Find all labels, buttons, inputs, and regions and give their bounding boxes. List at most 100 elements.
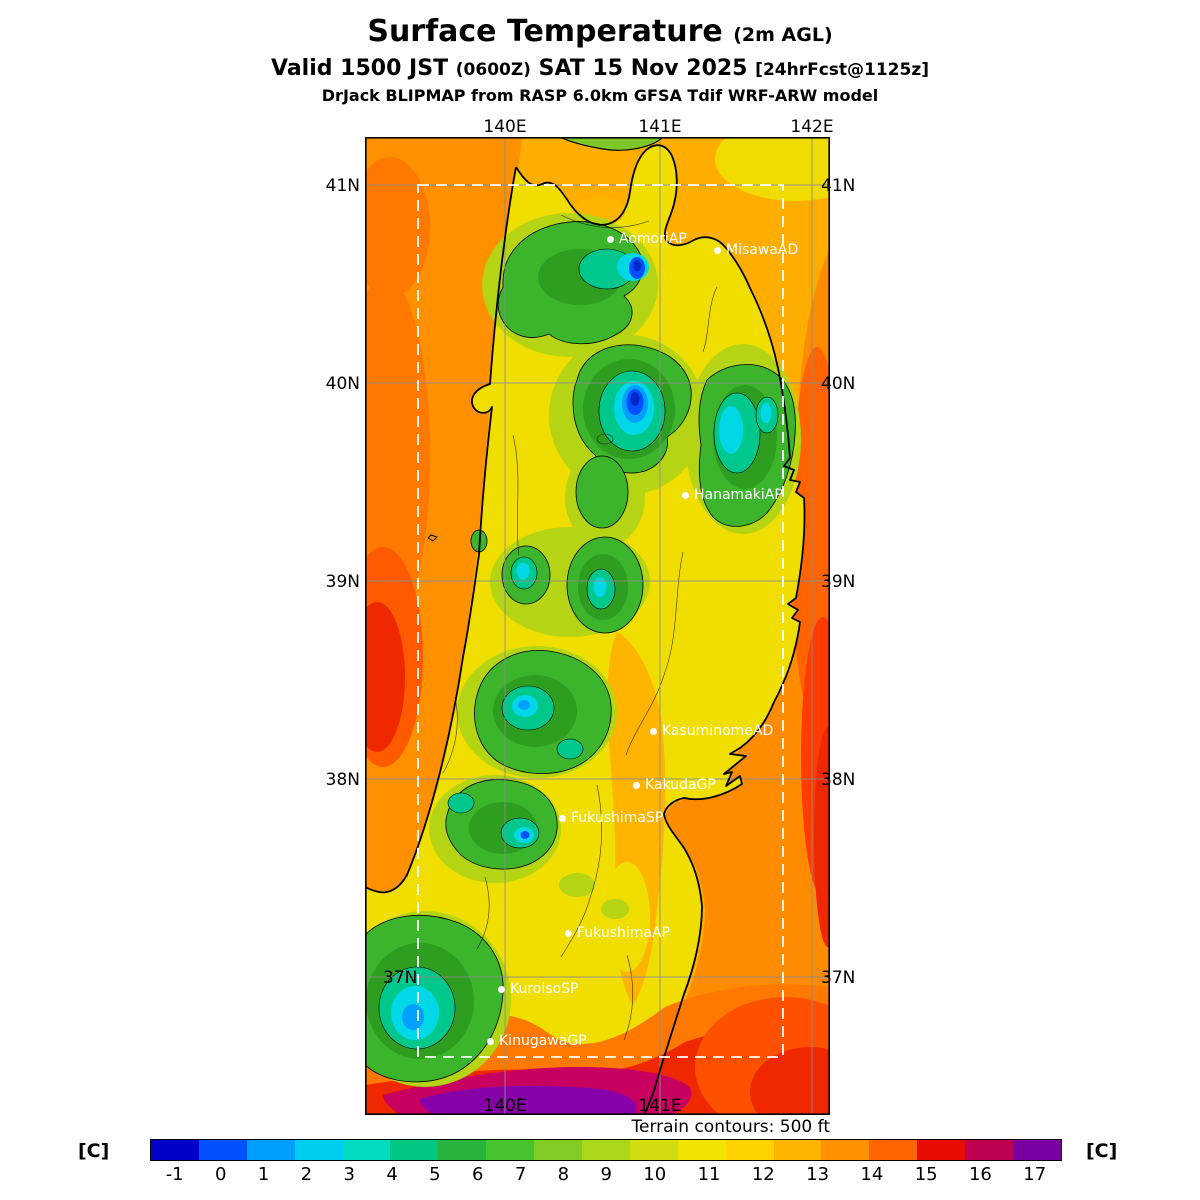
lat-label-right-37n: 37N: [821, 968, 856, 988]
lat-label-right-38n: 38N: [821, 770, 856, 790]
lat-label-left-40n: 40N: [325, 374, 360, 394]
station-marker: KuroisoSP: [498, 981, 578, 997]
station-dot-icon: [650, 727, 657, 735]
coastline: [365, 144, 806, 1115]
sea-west: [365, 137, 523, 893]
lat-label-right-39n: 39N: [821, 572, 856, 592]
colorbar-segment: [294, 1140, 343, 1160]
colorbar-tick-label: 2: [300, 1164, 313, 1185]
colorbar-segment: [821, 1140, 870, 1160]
station-marker: FukushimaSP: [559, 810, 663, 826]
colorbar-segment: [342, 1140, 391, 1160]
station-label: AomoriAP: [619, 231, 687, 247]
station-marker: FukushimaAP: [565, 925, 670, 941]
colorbar-segment: [198, 1140, 247, 1160]
station-dot-icon: [714, 246, 721, 254]
terrain-contours-note: Terrain contours: 500 ft: [631, 1117, 831, 1137]
lon-label-top-142e: 142E: [790, 117, 834, 137]
page-title: Surface Temperature (2m AGL): [0, 14, 1200, 49]
model-line: DrJack BLIPMAP from RASP 6.0km GFSA Tdif…: [321, 86, 879, 105]
colorbar-segment: [438, 1140, 487, 1160]
colorbar-tick-label: 1: [257, 1164, 270, 1185]
station-label: KuroisoSP: [510, 981, 579, 997]
colorbar-tick-label: 13: [806, 1164, 830, 1185]
colorbar-segment: [151, 1140, 199, 1160]
station-dot-icon: [487, 1037, 494, 1045]
station-marker: AomoriAP: [607, 231, 687, 247]
lat-label-right-41n: 41N: [821, 176, 856, 196]
station-dot-icon: [633, 781, 640, 789]
colorbar-tick-label: 9: [600, 1164, 612, 1185]
station-marker: KakudaGP: [633, 777, 716, 793]
colorbar-segment: [629, 1140, 678, 1160]
station-label: KakudaGP: [645, 777, 716, 793]
station-marker: HanamakiAP: [682, 487, 783, 503]
valid-zulu: (0600Z): [455, 60, 531, 80]
station-dot-icon: [559, 814, 566, 822]
colorbar-tick-label: -1: [165, 1164, 184, 1185]
colorbar-segment: [725, 1140, 774, 1160]
colorbar: [150, 1139, 1062, 1161]
station-dot-icon: [565, 929, 572, 937]
station-label: KinugawaGP: [499, 1033, 587, 1049]
colorbar-ticks: -1 0 1 2 3 4 5 6 7 8 9 10 11 12 13 14 15 16 17: [150, 1164, 1062, 1185]
colorbar-tick-label: 15: [914, 1164, 938, 1185]
cold-blue-cores: [402, 257, 648, 1030]
map-canvas: [365, 137, 830, 1115]
colorbar-tick-label: 4: [386, 1164, 398, 1185]
colorbar-segment: [773, 1140, 822, 1160]
station-label: MisawaAD: [726, 242, 799, 258]
colorbar-tick-label: 10: [643, 1164, 667, 1185]
colorbar-tick-label: 12: [751, 1164, 775, 1185]
colorbar-segment: [390, 1140, 439, 1160]
station-dot-icon: [498, 985, 505, 993]
domain-dashed-box: [417, 184, 784, 1058]
station-dot-icon: [607, 235, 614, 243]
colorbar-segment: [246, 1140, 295, 1160]
lon-label-top-141e: 141E: [638, 117, 682, 137]
colorbar-tick-label: 14: [860, 1164, 884, 1185]
station-marker: KasuminomeAD: [650, 723, 773, 739]
colorbar-tick-label: 5: [429, 1164, 441, 1185]
colorbar-segment: [534, 1140, 583, 1160]
lat-label-left-39n: 39N: [325, 572, 360, 592]
valid-line: Valid 1500 JST (0600Z) SAT 15 Nov 2025 […: [0, 56, 1200, 81]
station-marker: MisawaAD: [714, 242, 798, 258]
colorbar-segment: [917, 1140, 966, 1160]
colorbar-segment: [965, 1140, 1014, 1160]
lat-label-right-40n: 40N: [821, 374, 856, 394]
lat-label-left-38n: 38N: [325, 770, 360, 790]
colorbar-segment: [869, 1140, 918, 1160]
lowland-warm: [573, 196, 666, 1005]
colorbar-tick-label: 3: [343, 1164, 355, 1185]
valid-date: SAT 15 Nov 2025: [538, 56, 748, 81]
colorbar-tick-label: 17: [1023, 1164, 1047, 1185]
colorbar-tick-label: 0: [215, 1164, 227, 1185]
colorbar-segment: [582, 1140, 630, 1160]
colorbar-tick-label: 11: [697, 1164, 721, 1185]
station-label: HanamakiAP: [694, 487, 783, 503]
terrain-contours: [442, 214, 718, 1041]
hokkaido-sliver: [559, 137, 664, 151]
valid-prefix: Valid 1500 JST: [271, 56, 449, 81]
lon-label-top-140e: 140E: [483, 117, 527, 137]
valid-fcst: [24hrFcst@1125z]: [755, 60, 929, 80]
colorbar-tick-label: 16: [968, 1164, 992, 1185]
lat-label-left-37n: 37N: [383, 968, 418, 988]
station-label: KasuminomeAD: [662, 723, 774, 739]
map-frame: [365, 137, 830, 1115]
title-text: Surface Temperature: [367, 14, 723, 49]
lon-label-bottom-140e: 140E: [483, 1096, 527, 1116]
lon-label-bottom-141e: 141E: [638, 1096, 682, 1116]
colorbar-tick-label: 7: [514, 1164, 527, 1185]
forecast-map: [365, 137, 830, 1115]
colorbar-segment: [677, 1140, 726, 1160]
station-dot-icon: [682, 491, 689, 499]
unit-label-right: [C]: [1086, 1140, 1118, 1162]
colorbar-segment: [1013, 1140, 1061, 1160]
colorbar-tick-label: 6: [471, 1164, 484, 1185]
station-marker: KinugawaGP: [487, 1033, 587, 1049]
colorbar-segment: [486, 1140, 535, 1160]
title-suffix: (2m AGL): [733, 24, 833, 46]
